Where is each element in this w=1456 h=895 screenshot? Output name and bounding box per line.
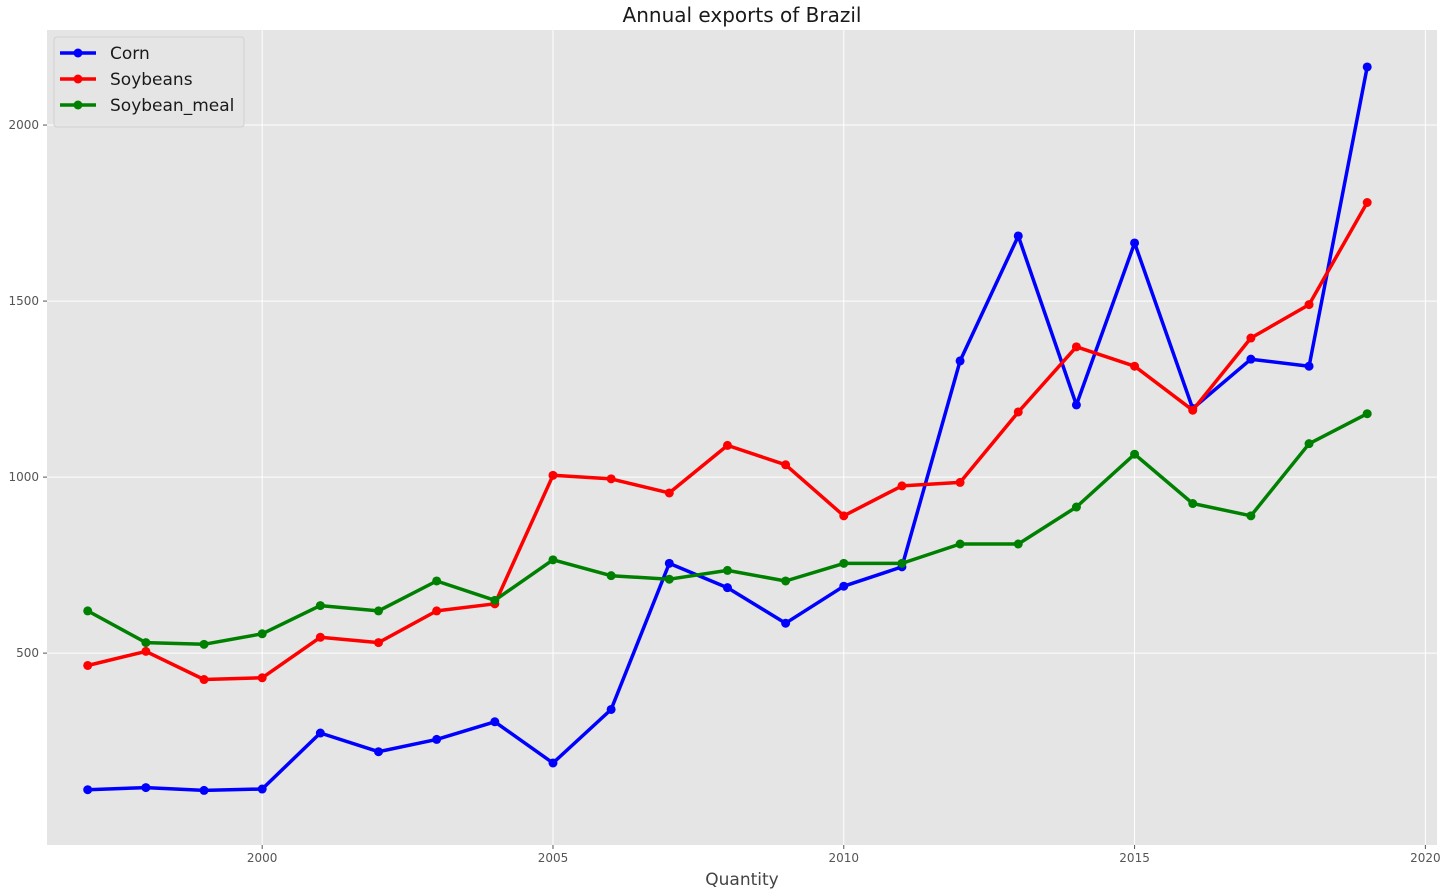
data-point-soybean-meal bbox=[606, 571, 616, 581]
data-point-soybean-meal bbox=[490, 595, 500, 605]
x-tick-label: 2010 bbox=[829, 851, 860, 865]
data-point-soybean-meal bbox=[1013, 539, 1023, 549]
data-point-corn bbox=[1304, 361, 1314, 371]
data-point-soybeans bbox=[1071, 342, 1081, 352]
data-point-soybeans bbox=[897, 481, 907, 491]
series-soybean-meal bbox=[83, 409, 1372, 649]
data-point-corn bbox=[83, 785, 93, 795]
data-point-soybean-meal bbox=[955, 539, 965, 549]
x-tick-label: 2015 bbox=[1119, 851, 1150, 865]
data-point-soybeans bbox=[664, 488, 674, 498]
y-tick-label: 500 bbox=[16, 646, 39, 660]
y-tick-label: 1500 bbox=[8, 294, 39, 308]
data-point-soybeans bbox=[1304, 300, 1314, 310]
data-point-soybeans bbox=[722, 440, 732, 450]
data-point-soybean-meal bbox=[548, 555, 558, 565]
data-point-soybean-meal bbox=[374, 606, 384, 616]
data-point-soybean-meal bbox=[781, 576, 791, 586]
data-point-soybean-meal bbox=[1071, 502, 1081, 512]
data-point-corn bbox=[432, 734, 442, 744]
data-point-soybean-meal bbox=[141, 638, 151, 648]
x-tick-label: 2000 bbox=[247, 851, 278, 865]
data-point-corn bbox=[199, 785, 209, 795]
data-point-corn bbox=[1130, 238, 1140, 248]
data-point-soybeans bbox=[606, 474, 616, 484]
data-point-soybeans bbox=[83, 660, 93, 670]
data-point-soybean-meal bbox=[1188, 499, 1198, 509]
legend-marker bbox=[73, 48, 83, 58]
legend-label: Soybeans bbox=[110, 70, 193, 90]
data-point-soybeans bbox=[432, 606, 442, 616]
data-point-soybean-meal bbox=[1304, 439, 1314, 449]
data-point-corn bbox=[955, 356, 965, 366]
data-point-soybean-meal bbox=[83, 606, 93, 616]
data-point-soybeans bbox=[1013, 407, 1023, 417]
legend-label: Soybean_meal bbox=[110, 96, 234, 116]
data-point-soybeans bbox=[1130, 361, 1140, 371]
data-point-soybeans bbox=[1188, 405, 1198, 415]
data-point-soybean-meal bbox=[1362, 409, 1372, 419]
data-point-corn bbox=[490, 717, 500, 727]
data-point-soybean-meal bbox=[839, 558, 849, 568]
data-point-soybeans bbox=[257, 673, 267, 683]
data-point-soybeans bbox=[839, 511, 849, 521]
legend-marker bbox=[73, 100, 83, 110]
legend-box bbox=[53, 36, 245, 128]
data-point-corn bbox=[141, 783, 151, 793]
data-point-soybeans bbox=[315, 632, 325, 642]
data-point-corn bbox=[257, 784, 267, 794]
plot-area bbox=[47, 30, 1437, 845]
data-point-soybean-meal bbox=[257, 629, 267, 639]
data-point-corn bbox=[374, 747, 384, 757]
series-layer bbox=[83, 62, 1372, 795]
x-tick-label: 2020 bbox=[1410, 851, 1441, 865]
legend-marker bbox=[73, 74, 83, 84]
data-point-corn bbox=[1246, 354, 1256, 364]
data-point-soybean-meal bbox=[199, 639, 209, 649]
data-point-corn bbox=[1013, 231, 1023, 241]
series-soybeans bbox=[83, 198, 1372, 685]
data-point-soybean-meal bbox=[722, 565, 732, 575]
data-point-soybeans bbox=[199, 675, 209, 685]
legend: Corn Soybeans Soybean_meal bbox=[53, 36, 245, 128]
data-point-soybean-meal bbox=[1246, 511, 1256, 521]
data-point-corn bbox=[1071, 400, 1081, 410]
data-point-soybeans bbox=[374, 638, 384, 648]
data-point-soybeans bbox=[141, 646, 151, 656]
x-axis-label: Quantity bbox=[705, 870, 778, 890]
x-tick-label: 2005 bbox=[538, 851, 569, 865]
data-point-corn bbox=[606, 704, 616, 714]
legend-label: Corn bbox=[110, 44, 150, 64]
data-point-corn bbox=[781, 618, 791, 628]
series-corn bbox=[83, 62, 1372, 795]
data-point-soybean-meal bbox=[897, 558, 907, 568]
data-point-corn bbox=[315, 728, 325, 738]
data-point-corn bbox=[722, 583, 732, 593]
data-point-soybeans bbox=[1246, 333, 1256, 343]
data-point-corn bbox=[664, 558, 674, 568]
data-point-soybean-meal bbox=[1130, 449, 1140, 459]
data-point-soybeans bbox=[1362, 198, 1372, 208]
data-point-soybeans bbox=[955, 477, 965, 487]
y-tick-label: 1000 bbox=[8, 470, 39, 484]
y-tick-label: 2000 bbox=[8, 118, 39, 132]
grid bbox=[47, 30, 1437, 845]
data-point-corn bbox=[1362, 62, 1372, 72]
axis-ticks: 2000 2005 2010 2015 2020 500 1000 1500 2000 bbox=[8, 118, 1440, 865]
data-point-soybean-meal bbox=[432, 576, 442, 586]
chart-title: Annual exports of Brazil bbox=[623, 3, 862, 27]
data-point-soybeans bbox=[781, 460, 791, 470]
data-point-corn bbox=[839, 581, 849, 591]
data-point-soybean-meal bbox=[664, 574, 674, 584]
data-point-corn bbox=[548, 758, 558, 768]
data-point-soybean-meal bbox=[315, 601, 325, 611]
data-point-soybeans bbox=[548, 470, 558, 480]
